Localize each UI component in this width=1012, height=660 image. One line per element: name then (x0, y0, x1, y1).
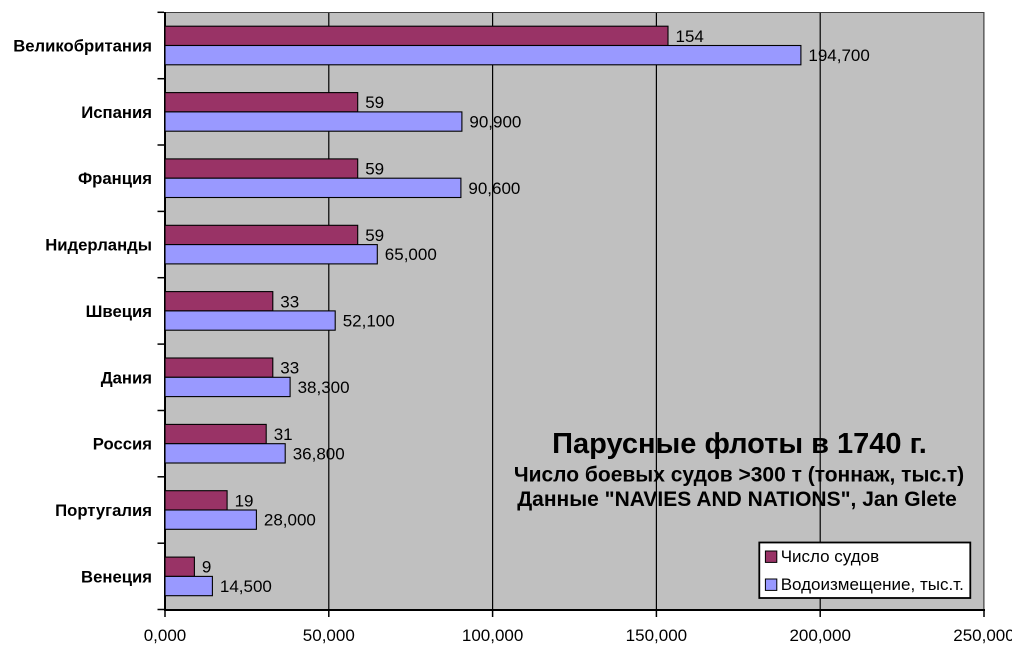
svg-text:Венеция: Венеция (81, 567, 152, 586)
svg-text:28,000: 28,000 (264, 511, 316, 530)
svg-text:90,900: 90,900 (469, 113, 521, 132)
svg-text:154: 154 (676, 27, 704, 46)
svg-text:14,500: 14,500 (220, 577, 272, 596)
svg-text:Водоизмещение, тыс.т.: Водоизмещение, тыс.т. (781, 575, 964, 594)
svg-text:59: 59 (365, 226, 384, 245)
svg-text:19: 19 (235, 491, 254, 510)
svg-text:59: 59 (365, 160, 384, 179)
svg-text:Великобритания: Великобритания (13, 37, 152, 56)
svg-text:0,000: 0,000 (144, 626, 187, 645)
svg-text:Нидерланды: Нидерланды (45, 236, 152, 255)
svg-text:50,000: 50,000 (303, 626, 355, 645)
svg-text:90,600: 90,600 (468, 179, 520, 198)
svg-text:Россия: Россия (93, 435, 152, 454)
svg-text:200,000: 200,000 (789, 626, 850, 645)
svg-text:38,300: 38,300 (298, 378, 350, 397)
svg-text:Франция: Франция (78, 169, 152, 188)
svg-text:33: 33 (280, 292, 299, 311)
svg-text:150,000: 150,000 (626, 626, 687, 645)
svg-text:Швеция: Швеция (86, 302, 152, 321)
svg-text:36,800: 36,800 (293, 444, 345, 463)
svg-text:52,100: 52,100 (343, 312, 395, 331)
svg-text:33: 33 (280, 359, 299, 378)
svg-text:9: 9 (202, 558, 211, 577)
svg-text:100,000: 100,000 (462, 626, 523, 645)
svg-text:Португалия: Португалия (55, 501, 152, 520)
svg-text:250,000: 250,000 (953, 626, 1012, 645)
svg-text:194,700: 194,700 (808, 46, 869, 65)
svg-text:Парусные флоты в 1740 г.: Парусные флоты в 1740 г. (552, 428, 927, 460)
svg-text:31: 31 (274, 425, 293, 444)
svg-text:Число судов: Число судов (781, 547, 879, 566)
svg-text:Число боевых судов >300 т (тон: Число боевых судов >300 т (тоннаж, тыс.т… (514, 464, 964, 487)
svg-text:65,000: 65,000 (385, 245, 437, 264)
svg-text:59: 59 (365, 93, 384, 112)
svg-text:Дания: Дания (101, 368, 152, 387)
svg-text:Испания: Испания (81, 103, 152, 122)
svg-text:Данные "NAVIES AND NATIONS", J: Данные "NAVIES AND NATIONS", Jan Glete (517, 488, 957, 511)
